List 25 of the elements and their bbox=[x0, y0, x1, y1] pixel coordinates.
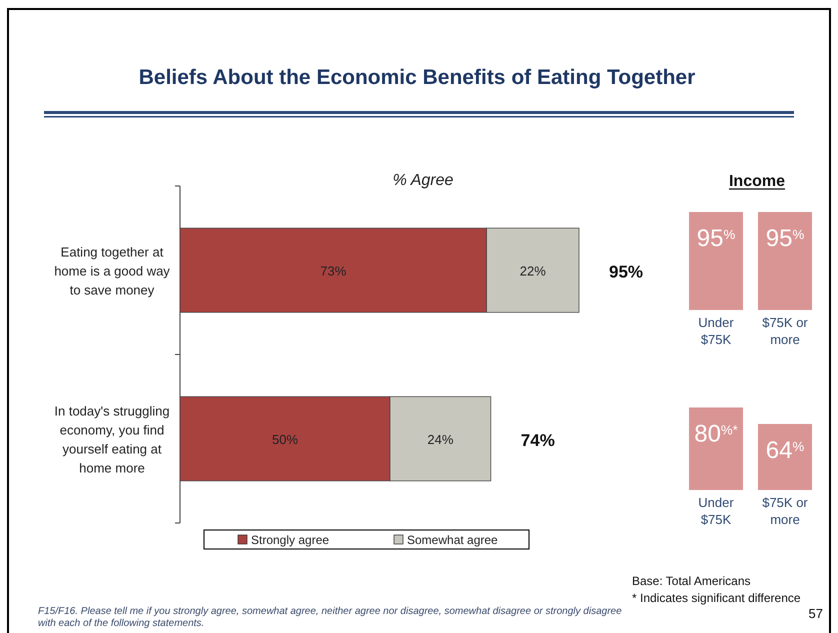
text: Income bbox=[728, 173, 786, 190]
total-label: 95% bbox=[609, 262, 644, 282]
category-label: $75K or more bbox=[762, 495, 808, 527]
data-label: 95$^{%}$ bbox=[766, 225, 804, 252]
data-label: 64$^{%}$ bbox=[766, 436, 804, 464]
data-label: 22% bbox=[520, 263, 546, 278]
text: F15/F16. Please tell me if you strongly agree, somewhat agree, neither agree nor disagree, somewhat disagree or strongly disagree with each of the following statements. bbox=[38, 606, 622, 629]
text: 57 bbox=[808, 606, 823, 621]
category-label: $75K or more bbox=[762, 315, 808, 347]
category-label: Under $75K bbox=[698, 495, 734, 527]
total-label: 74% bbox=[520, 430, 555, 450]
legend-label: Somewhat agree bbox=[407, 533, 498, 547]
text: * Indicates significant difference bbox=[632, 591, 801, 605]
category-label: Under $75K bbox=[698, 315, 734, 347]
chart-title: Beliefs About the Economic Benefits of Eating Together bbox=[138, 66, 696, 89]
data-label: 50% bbox=[272, 432, 298, 447]
y-tick-label: In today's struggling economy, you find yourself eating at home more bbox=[54, 403, 170, 476]
data-label: 73% bbox=[320, 263, 347, 278]
legend-label: Strongly agree bbox=[251, 533, 330, 547]
data-label: 24% bbox=[427, 432, 454, 447]
text: Base: Total Americans bbox=[632, 574, 751, 588]
y-tick-label: Eating together at home is a good way to save money bbox=[54, 244, 170, 298]
data-label: 95$^{%}$ bbox=[696, 225, 736, 252]
chart-subtitle: % Agree bbox=[392, 172, 454, 189]
data-label: 80$^{%*}$ bbox=[694, 420, 738, 448]
